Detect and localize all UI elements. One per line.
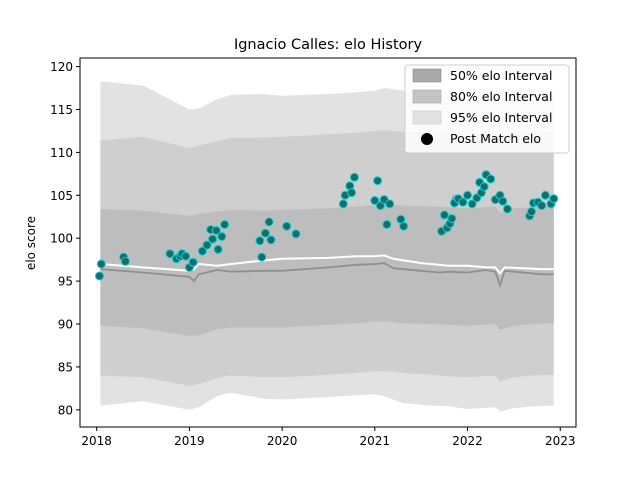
post-match-point [502,204,512,214]
post-match-point [95,271,104,281]
y-tick-label: 110 [50,146,73,160]
x-tick-label: 2019 [174,434,205,448]
post-match-point [373,176,383,186]
post-match-point [498,196,508,206]
plot-area [95,81,559,412]
plot-frame [79,57,577,428]
post-match-point [257,252,267,262]
x-tick-label: 2021 [360,434,391,448]
post-match-point [338,199,348,209]
post-match-point [217,232,227,241]
post-match-point [399,221,409,231]
legend-swatch-80 [412,89,442,104]
x-tick-label: 2018 [81,434,112,448]
post-match-point [165,249,175,259]
y-tick-label: 80 [58,403,73,417]
post-match-point [447,214,457,223]
post-match-point [188,257,198,267]
post-match-point [291,229,301,239]
post-match-point [439,210,449,220]
post-match-point [208,234,218,244]
y-tick-label: 90 [58,318,73,332]
legend-frame [404,64,570,154]
post-match-point [347,188,357,198]
post-match-point [486,174,496,184]
post-match-point [382,220,392,229]
post-match-point [181,251,191,261]
post-match-point [96,259,106,269]
mean-elo-line [100,254,554,276]
post-match-point [260,228,270,238]
y-tick-label: 115 [50,103,73,117]
post-match-point [549,194,559,204]
legend-label-95: 95% elo Interval [450,110,552,125]
post-match-elo-points [95,170,559,281]
post-match-point [479,182,489,192]
y-tick-label: 95 [58,275,73,289]
post-match-point [537,201,547,211]
post-match-point [220,220,230,229]
chart-title: Ignacio Calles: elo History [234,37,423,53]
x-tick-label: 2023 [545,434,576,448]
post-match-point [540,190,550,200]
legend-label-80: 80% elo Interval [450,89,552,104]
post-match-point [255,236,265,246]
post-match-point [213,244,223,254]
median-elo-line [100,262,554,289]
post-match-point [349,172,359,182]
legend-label-post-match: Post Match elo [450,131,541,146]
post-match-point [282,221,292,231]
legend-label-50: 50% elo Interval [450,68,552,83]
x-tick-label: 2020 [267,434,298,448]
legend-swatch-50 [412,68,442,83]
legend: 50% elo Interval 80% elo Interval 95% el… [404,64,570,154]
post-match-point [264,217,274,227]
post-match-point [266,235,276,245]
post-match-point [467,199,477,209]
y-axis: 80 85 90 95 100 105 110 115 120 [50,60,80,417]
y-tick-label: 105 [50,189,73,203]
post-match-point [463,190,472,200]
x-axis: 2018 2019 2020 2021 2022 2023 [81,427,576,448]
post-match-point [202,240,212,250]
post-match-point [385,199,395,209]
legend-marker-post-match [421,133,433,145]
post-match-point [120,256,130,266]
post-match-point [458,197,468,207]
post-match-point [370,196,380,205]
post-match-point [197,246,207,256]
x-tick-label: 2022 [452,434,483,448]
post-match-point [211,226,221,235]
post-match-point [527,207,536,217]
y-tick-label: 120 [50,60,73,74]
legend-swatch-95 [412,110,442,125]
y-tick-label: 85 [58,360,73,374]
y-tick-label: 100 [50,232,73,246]
y-axis-label: elo score [24,216,38,270]
